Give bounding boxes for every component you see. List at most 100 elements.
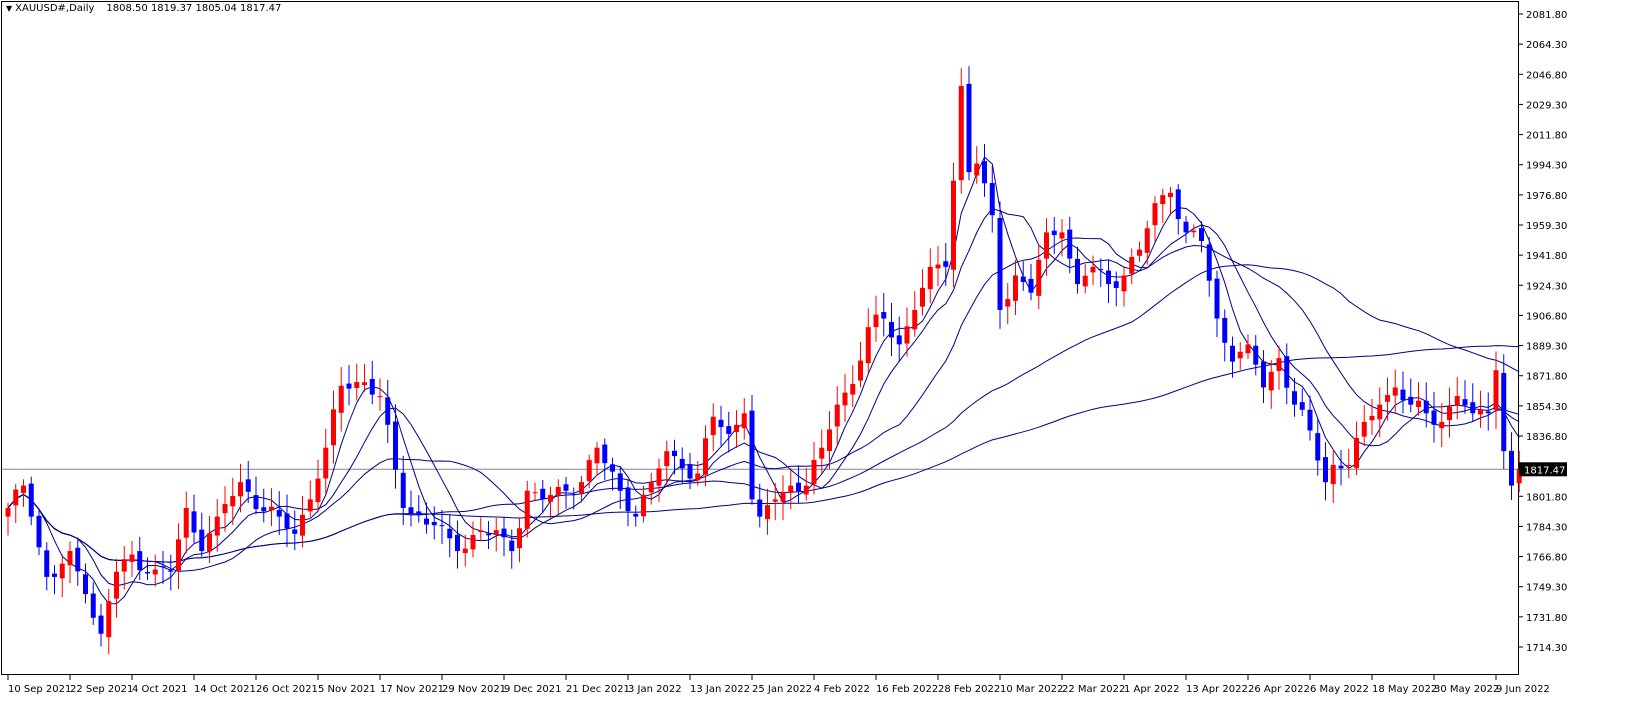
candle[interactable]	[524, 480, 530, 538]
candle-body[interactable]	[1385, 395, 1390, 402]
candle[interactable]	[323, 428, 329, 494]
candle-body[interactable]	[245, 479, 251, 492]
candle[interactable]	[447, 514, 453, 558]
candle-body[interactable]	[532, 492, 538, 494]
candle[interactable]	[741, 398, 747, 440]
candle-body[interactable]	[726, 426, 732, 434]
candle-body[interactable]	[447, 528, 453, 539]
candle-body[interactable]	[346, 383, 352, 389]
candle[interactable]	[52, 565, 57, 595]
candle[interactable]	[579, 476, 584, 503]
candle-body[interactable]	[935, 264, 941, 269]
candle-body[interactable]	[834, 404, 840, 427]
candle[interactable]	[648, 472, 654, 505]
candle-body[interactable]	[1493, 370, 1499, 410]
candle-body[interactable]	[1454, 396, 1460, 406]
candle-body[interactable]	[36, 515, 42, 548]
candle-body[interactable]	[67, 551, 73, 566]
candle-body[interactable]	[1330, 464, 1336, 485]
candle[interactable]	[284, 494, 290, 548]
candle-body[interactable]	[625, 487, 631, 512]
candle-body[interactable]	[524, 490, 530, 529]
candle[interactable]	[1338, 450, 1344, 486]
candle[interactable]	[424, 502, 429, 534]
candle[interactable]	[176, 523, 181, 589]
candle[interactable]	[1075, 246, 1080, 294]
candle[interactable]	[90, 582, 96, 625]
candle[interactable]	[1439, 403, 1445, 448]
candle-body[interactable]	[1152, 203, 1158, 226]
candle-body[interactable]	[439, 525, 445, 527]
candle[interactable]	[106, 588, 112, 655]
candle[interactable]	[1276, 345, 1282, 390]
candle-body[interactable]	[408, 507, 414, 514]
candle-body[interactable]	[1369, 415, 1375, 421]
candle-body[interactable]	[842, 392, 848, 406]
candle[interactable]	[1253, 335, 1259, 376]
candle-body[interactable]	[5, 507, 11, 517]
candle[interactable]	[796, 465, 801, 504]
candle-body[interactable]	[679, 458, 685, 469]
candle[interactable]	[83, 563, 88, 604]
candle-body[interactable]	[1253, 345, 1259, 365]
candle[interactable]	[160, 551, 166, 584]
candle-body[interactable]	[1431, 410, 1437, 425]
candle-body[interactable]	[21, 485, 26, 493]
candle[interactable]	[920, 269, 925, 316]
candle[interactable]	[865, 308, 871, 373]
candle-body[interactable]	[796, 482, 801, 492]
candle[interactable]	[765, 488, 770, 535]
candle-body[interactable]	[1230, 345, 1235, 362]
candle-body[interactable]	[1284, 356, 1290, 388]
candle[interactable]	[1183, 216, 1189, 244]
candle[interactable]	[811, 442, 817, 495]
candle-body[interactable]	[896, 335, 902, 345]
candle[interactable]	[1462, 380, 1468, 414]
candle[interactable]	[1431, 391, 1437, 443]
candle-body[interactable]	[687, 465, 693, 479]
candle-body[interactable]	[1447, 406, 1452, 421]
candle[interactable]	[354, 363, 360, 401]
candle[interactable]	[509, 529, 515, 569]
candle-body[interactable]	[83, 574, 88, 595]
candle[interactable]	[641, 485, 646, 523]
candle-body[interactable]	[1199, 228, 1204, 242]
candle-body[interactable]	[160, 566, 166, 568]
candle-body[interactable]	[1191, 230, 1197, 233]
candle[interactable]	[362, 364, 367, 392]
candle[interactable]	[338, 367, 344, 432]
candle[interactable]	[1346, 448, 1352, 478]
candle[interactable]	[28, 476, 34, 526]
candle[interactable]	[695, 461, 701, 486]
candle[interactable]	[5, 502, 11, 536]
candle-body[interactable]	[59, 563, 65, 579]
candle[interactable]	[1423, 382, 1429, 428]
candle-body[interactable]	[1106, 270, 1111, 285]
candle[interactable]	[1051, 216, 1057, 254]
candle-body[interactable]	[780, 492, 786, 502]
candle-body[interactable]	[703, 438, 708, 475]
candle[interactable]	[44, 542, 50, 591]
candle[interactable]	[563, 477, 569, 509]
candle[interactable]	[346, 365, 352, 406]
candle[interactable]	[571, 487, 577, 510]
candle[interactable]	[1485, 392, 1491, 431]
candle[interactable]	[253, 476, 259, 515]
candle-body[interactable]	[129, 554, 135, 562]
candle-body[interactable]	[253, 495, 259, 509]
candle[interactable]	[67, 541, 73, 584]
candle[interactable]	[1013, 259, 1018, 316]
candle-body[interactable]	[1036, 259, 1042, 296]
candle[interactable]	[896, 316, 902, 362]
candle-body[interactable]	[819, 447, 825, 459]
candle-body[interactable]	[563, 484, 569, 491]
candle-body[interactable]	[393, 421, 398, 470]
candle-body[interactable]	[1020, 276, 1026, 282]
candle-body[interactable]	[75, 547, 81, 572]
candle-body[interactable]	[672, 450, 677, 457]
candle[interactable]	[1501, 354, 1507, 469]
candle-body[interactable]	[827, 429, 832, 451]
candle-body[interactable]	[238, 482, 243, 497]
candle[interactable]	[873, 295, 879, 342]
